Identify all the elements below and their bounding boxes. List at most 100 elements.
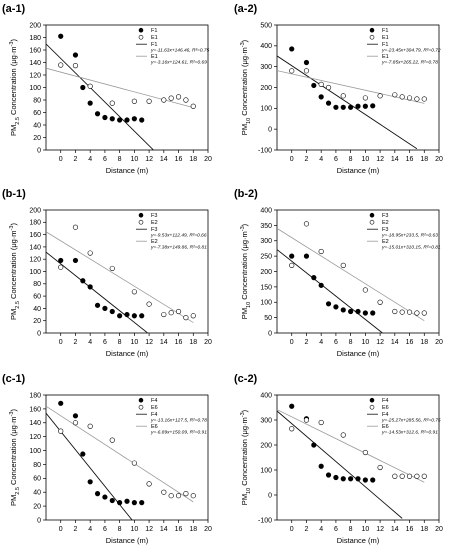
- y-tick-label: 80: [33, 462, 41, 469]
- legend-label: E1: [151, 54, 158, 60]
- y-tick-label: 150: [260, 284, 272, 291]
- x-tick-label: 10: [130, 339, 138, 346]
- x-tick-label: 12: [145, 526, 153, 533]
- legend-equation: y=-23.45x+304.79, R²=0.72: [381, 48, 441, 54]
- point-f1: [362, 103, 368, 109]
- point-e6: [161, 489, 167, 495]
- panel-b-2: (b-2)0 2 4 6 8 10 12 14 16 18 20050100150200250300…: [234, 188, 443, 358]
- point-f3: [80, 278, 86, 284]
- y-axis-label: PM2.5 Concentration (μg·m-3): [9, 409, 21, 506]
- point-e2: [318, 248, 324, 255]
- x-axis-label: Distance (m): [337, 349, 380, 358]
- legend-label: F4: [151, 398, 157, 404]
- plot-frame: [45, 394, 209, 521]
- point-e1: [109, 100, 115, 106]
- point-f4: [80, 451, 86, 457]
- y-tick-label: 60: [33, 110, 41, 117]
- legend-label: F3: [151, 213, 157, 219]
- x-tick-label: 8: [118, 339, 122, 346]
- y-tick-label: 160: [29, 47, 41, 54]
- legend-label: E1: [151, 35, 158, 41]
- point-e2: [362, 287, 368, 293]
- y-tick-label: 100: [260, 467, 272, 474]
- y-tick-label: 200: [260, 85, 272, 92]
- point-f1: [139, 117, 145, 123]
- y-tick-label: 100: [260, 300, 272, 307]
- x-tick-label: 8: [349, 339, 353, 346]
- x-tick-label: 0: [59, 339, 63, 346]
- point-f4: [87, 479, 93, 485]
- x-tick-label: 14: [160, 156, 168, 163]
- point-f4: [58, 400, 64, 406]
- point-f1: [109, 116, 115, 122]
- point-e2: [87, 250, 93, 256]
- y-tick-label: 60: [33, 294, 41, 301]
- x-tick-label: 8: [349, 526, 353, 533]
- point-e2: [168, 310, 174, 316]
- y-tick-label: 120: [29, 72, 41, 79]
- point-f4: [117, 500, 123, 506]
- point-f3: [333, 304, 339, 310]
- x-tick-label: 18: [420, 526, 428, 533]
- point-e2: [392, 308, 398, 315]
- y-tick-label: 500: [260, 22, 272, 29]
- legend-label: E2: [151, 239, 158, 245]
- legend-label: F1: [151, 28, 157, 34]
- point-e6: [421, 473, 427, 479]
- legend-marker: [138, 27, 144, 33]
- point-f4: [370, 477, 376, 483]
- x-tick-label: 16: [175, 339, 183, 346]
- point-f3: [124, 311, 130, 318]
- point-e2: [58, 264, 64, 270]
- plot-frame: [276, 394, 440, 521]
- point-f1: [117, 117, 123, 123]
- x-tick-label: 0: [290, 526, 294, 533]
- y-tick-label: 40: [33, 490, 41, 497]
- legend-label: F4: [382, 412, 388, 418]
- legend-label: E2: [382, 239, 389, 245]
- x-tick-label: 2: [74, 339, 78, 346]
- fit-line-e1-open: [46, 67, 194, 109]
- y-tick-label: 60: [33, 476, 41, 483]
- legend-marker: [138, 219, 144, 225]
- point-f1: [348, 104, 354, 110]
- x-tick-label: 0: [59, 156, 63, 163]
- point-e6: [303, 417, 310, 423]
- point-f3: [58, 257, 64, 264]
- legend-equation: y=-7.38x+149.86, R²=0.81: [150, 245, 207, 251]
- point-f3: [325, 301, 332, 307]
- point-e1: [289, 68, 295, 74]
- y-tick-label: 100: [260, 106, 272, 113]
- x-tick-label: 10: [361, 339, 369, 346]
- point-e1: [303, 68, 310, 74]
- y-tick-label: 180: [29, 220, 41, 227]
- point-f1: [325, 100, 332, 106]
- y-tick-label: 0: [268, 127, 272, 134]
- legend-marker: [369, 212, 375, 218]
- x-tick-label: 4: [319, 156, 323, 163]
- y-tick-label: 100: [29, 85, 41, 92]
- y-tick-label: 300: [260, 417, 272, 424]
- point-e1: [362, 95, 368, 101]
- point-f3: [102, 305, 108, 312]
- legend-label: E6: [382, 405, 389, 411]
- point-e6: [87, 423, 93, 429]
- point-e2: [377, 299, 383, 305]
- point-e2: [183, 315, 189, 321]
- fit-line-f1-filled: [46, 43, 154, 150]
- point-f1: [58, 33, 64, 39]
- legend-label: E6: [151, 424, 158, 430]
- y-tick-label: 180: [29, 392, 41, 399]
- x-tick-label: 12: [376, 156, 384, 163]
- point-f1: [370, 103, 376, 109]
- point-f4: [72, 413, 79, 419]
- y-axis-label: PM2.5 Concentration (μg·m-3): [9, 39, 21, 136]
- point-f4: [340, 476, 346, 482]
- plot-frame: [45, 24, 209, 151]
- y-tick-label: -100: [258, 517, 272, 524]
- x-tick-label: 4: [88, 156, 92, 163]
- x-tick-label: 4: [319, 339, 323, 346]
